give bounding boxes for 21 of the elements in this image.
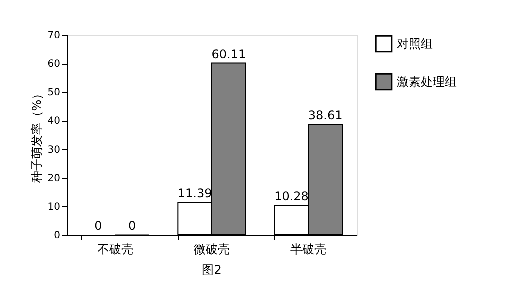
legend-label: 激素处理组 bbox=[397, 75, 457, 89]
caption: 图2 bbox=[202, 263, 222, 277]
y-tick-label: 30 bbox=[48, 144, 60, 156]
x-tick-label: 不破壳 bbox=[97, 242, 134, 256]
data-label: 0 bbox=[128, 219, 136, 233]
legend-label: 对照组 bbox=[397, 37, 433, 51]
data-label: 38.61 bbox=[308, 108, 343, 123]
y-tick-label: 0 bbox=[54, 230, 60, 242]
y-tick-label: 60 bbox=[48, 59, 60, 70]
data-label: 0 bbox=[94, 219, 102, 233]
y-tick-label: 50 bbox=[48, 88, 60, 99]
data-label: 11.39 bbox=[178, 186, 212, 200]
data-label: 10.28 bbox=[274, 190, 309, 204]
y-tick-label: 20 bbox=[48, 173, 60, 184]
y-tick-label: 10 bbox=[48, 202, 60, 213]
y-axis-title: 种子萌发率（%） bbox=[30, 88, 44, 184]
y-tick-label: 40 bbox=[48, 116, 60, 128]
y-tick-label: 70 bbox=[48, 30, 60, 42]
x-tick-label: 半破壳 bbox=[290, 242, 327, 256]
data-label: 60.11 bbox=[212, 47, 246, 62]
x-tick-label: 微破壳 bbox=[194, 242, 230, 256]
